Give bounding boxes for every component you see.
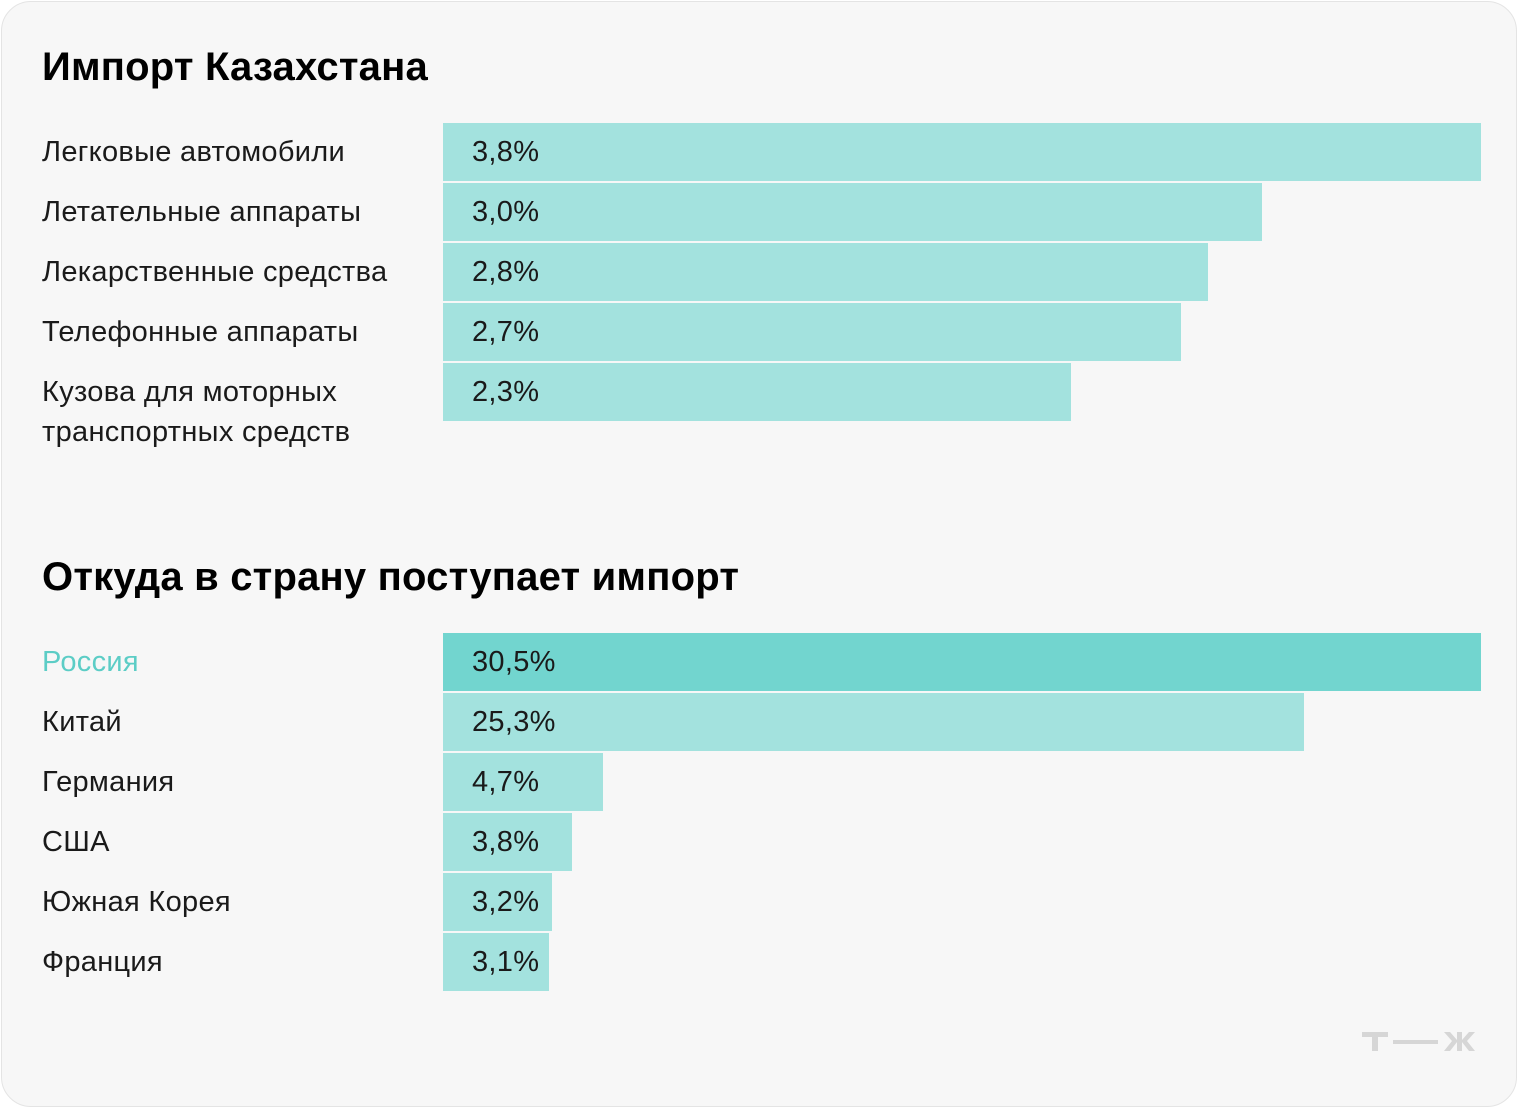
bar [443, 633, 1481, 691]
value-label: 2,8% [472, 256, 540, 288]
value-label: 30,5% [472, 646, 556, 678]
value-label: 3,8% [472, 826, 540, 858]
bar [443, 933, 549, 991]
value-label: 3,8% [472, 136, 540, 168]
value-label: 2,3% [472, 376, 540, 408]
category-label: Германия [42, 766, 175, 798]
bar [443, 363, 1071, 421]
bar [443, 873, 552, 931]
category-label: Франция [42, 946, 163, 978]
category-label: Китай [42, 706, 122, 738]
value-label: 25,3% [472, 706, 556, 738]
chart-title-imports: Импорт Казахстана [42, 45, 428, 89]
chart-title-origins: Откуда в страну поступает импорт [42, 555, 740, 599]
category-label: Телефонные аппараты [42, 316, 359, 348]
bar [443, 693, 1304, 751]
bar [443, 753, 603, 811]
value-label: 3,0% [472, 196, 540, 228]
tzh-logo-icon [1362, 1032, 1475, 1051]
category-label: Россия [42, 646, 139, 678]
value-label: 2,7% [472, 316, 540, 348]
value-label: 3,1% [472, 946, 540, 978]
category-label: США [42, 826, 110, 858]
bar [443, 123, 1481, 181]
category-label: Лекарственные средства [42, 256, 388, 288]
category-label: Южная Корея [42, 886, 231, 918]
value-label: 3,2% [472, 886, 540, 918]
category-label: Легковые автомобили [42, 136, 345, 168]
bar [443, 303, 1181, 361]
bar [443, 183, 1262, 241]
bar [443, 813, 572, 871]
category-label: Кузова для моторных транспортных средств [42, 376, 351, 448]
value-label: 4,7% [472, 766, 540, 798]
bar [443, 243, 1208, 301]
category-label: Летательные аппараты [42, 196, 362, 228]
